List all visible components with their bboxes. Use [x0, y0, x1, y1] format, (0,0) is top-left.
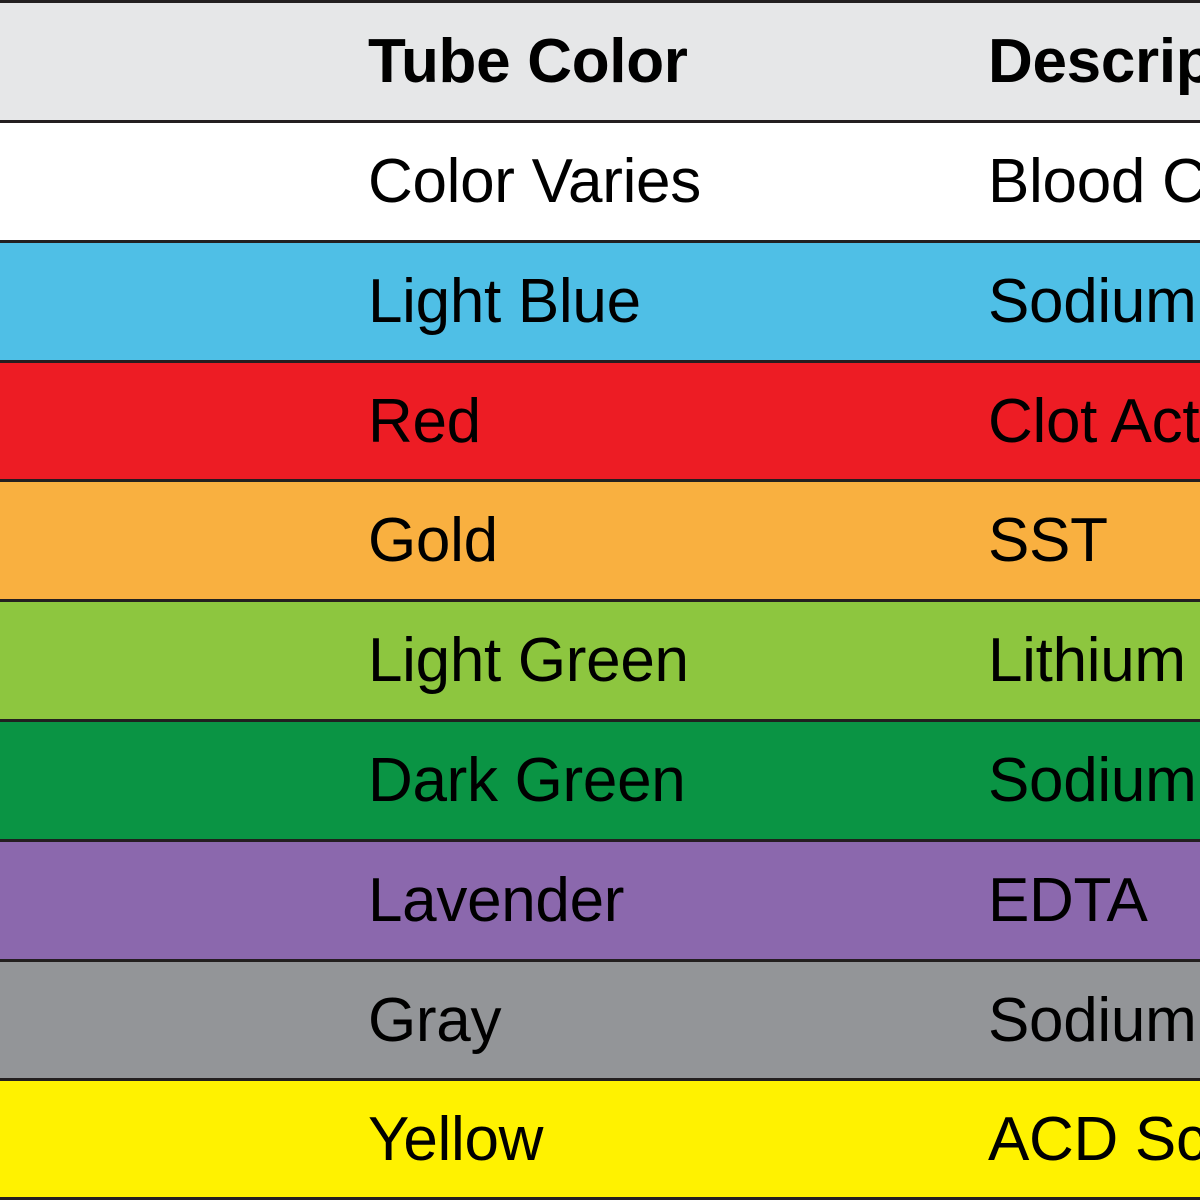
- table-row: Dark Green Sodium: [0, 719, 1200, 839]
- header-cell: Tube Color: [368, 27, 688, 96]
- description-cell: SST: [988, 506, 1108, 576]
- table-row: Lavender EDTA: [0, 838, 1200, 959]
- description-cell: Clot Act: [988, 386, 1200, 456]
- description-cell: Sodium: [988, 985, 1197, 1055]
- table-row: Yellow ACD Sc: [0, 1078, 1200, 1200]
- table-row: Light Blue Sodium: [0, 239, 1200, 360]
- tube-color-cell: Gray: [368, 985, 502, 1055]
- tube-color-cell: Light Blue: [368, 266, 641, 336]
- description-cell: Sodium: [988, 266, 1197, 336]
- tube-color-cell: Dark Green: [368, 746, 686, 815]
- description-cell: Lithium: [988, 626, 1186, 696]
- table-row: Gold SST: [0, 479, 1200, 600]
- table-row: Color Varies Blood C: [0, 120, 1200, 240]
- description-cell: Sodium: [988, 746, 1197, 815]
- table-row: Light Green Lithium: [0, 599, 1200, 720]
- description-cell: EDTA: [988, 865, 1148, 935]
- table-row: Red Clot Act: [0, 359, 1200, 480]
- header-cell: Descrip: [988, 27, 1200, 96]
- table-row: Gray Sodium: [0, 958, 1200, 1079]
- description-cell: Blood C: [988, 147, 1200, 216]
- tube-color-cell: Yellow: [368, 1104, 544, 1174]
- tube-color-cell: Lavender: [368, 865, 625, 935]
- tube-color-cell: Light Green: [368, 626, 689, 696]
- tube-color-cell: Gold: [368, 506, 498, 576]
- description-cell: ACD Sc: [988, 1104, 1200, 1174]
- header-row: Tube Color Descrip: [0, 0, 1200, 120]
- tube-color-cell: Color Varies: [368, 147, 701, 216]
- tube-color-cell: Red: [368, 386, 481, 456]
